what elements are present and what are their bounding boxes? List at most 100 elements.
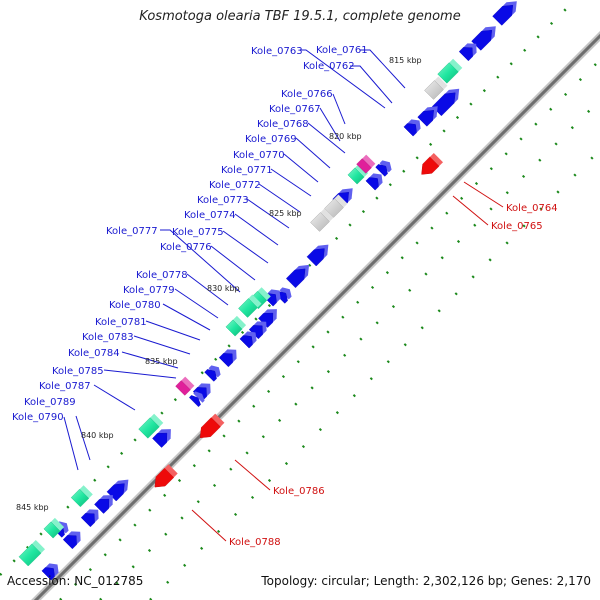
forward-gene-arrow[interactable] xyxy=(94,495,113,514)
forward-gene-arrow[interactable] xyxy=(365,173,383,191)
misc-feature-mark[interactable] xyxy=(175,376,195,396)
gene-label-kole-0763[interactable]: Kole_0763 xyxy=(251,46,303,57)
gene-label-kole-0786[interactable]: Kole_0786 xyxy=(273,486,325,497)
leader-kole-0787 xyxy=(93,384,136,411)
leader-kole-0761 xyxy=(360,49,406,89)
forward-gene-arrow[interactable] xyxy=(248,321,267,340)
gene-label-kole-0788[interactable]: Kole_0788 xyxy=(229,537,281,548)
forward-gene-arrow[interactable] xyxy=(62,531,81,550)
forward-gene-arrow[interactable] xyxy=(238,294,262,318)
gene-label-kole-0773[interactable]: Kole_0773 xyxy=(197,195,249,206)
gene-label-kole-0779[interactable]: Kole_0779 xyxy=(123,285,175,296)
leader-kole-0764 xyxy=(463,181,504,208)
leader-kole-0785 xyxy=(103,369,177,379)
gene-label-kole-0781[interactable]: Kole_0781 xyxy=(95,317,147,328)
leader-kole-0783 xyxy=(133,335,191,355)
gc-track-outer xyxy=(59,59,600,600)
forward-gene-arrow[interactable] xyxy=(458,43,477,62)
forward-gene-arrow[interactable] xyxy=(106,479,129,502)
forward-gene-arrow[interactable] xyxy=(80,509,99,528)
gene-label-kole-0780[interactable]: Kole_0780 xyxy=(109,300,161,311)
reverse-gene-arrow[interactable] xyxy=(154,464,178,488)
leader-kole-0770 xyxy=(283,153,319,183)
leader-kole-0773 xyxy=(246,198,290,229)
tick-label: 840 kbp xyxy=(81,431,114,440)
leader-kole-0788 xyxy=(191,509,227,542)
gene-label-kole-0764[interactable]: Kole_0764 xyxy=(506,203,558,214)
gene-label-kole-0765[interactable]: Kole_0765 xyxy=(491,221,543,232)
forward-gene-arrow[interactable] xyxy=(239,331,257,349)
tick-label: 825 kbp xyxy=(269,209,302,218)
gene-label-kole-0787[interactable]: Kole_0787 xyxy=(39,381,91,392)
genome-stats-text: Topology: circular; Length: 2,302,126 bp… xyxy=(261,574,591,588)
forward-gene-arrow[interactable] xyxy=(188,391,205,408)
gene-label-kole-0776[interactable]: Kole_0776 xyxy=(160,242,212,253)
gene-label-kole-0785[interactable]: Kole_0785 xyxy=(52,366,104,377)
forward-gene-arrow[interactable] xyxy=(41,563,59,581)
gene-label-kole-0769[interactable]: Kole_0769 xyxy=(245,134,297,145)
forward-gene-arrow[interactable] xyxy=(471,26,496,51)
gene-label-kole-0784[interactable]: Kole_0784 xyxy=(68,348,120,359)
gene-label-kole-0767[interactable]: Kole_0767 xyxy=(269,104,321,115)
forward-leaders xyxy=(63,49,406,471)
forward-gene-labels: Kole_0761 Kole_0762 Kole_0763 Kole_0766 … xyxy=(12,45,368,423)
gene-label-kole-0775[interactable]: Kole_0775 xyxy=(172,227,224,238)
reverse-gene-arrow[interactable] xyxy=(199,413,225,439)
leader-kole-0780 xyxy=(162,303,211,331)
forward-gene-arrow[interactable] xyxy=(225,315,247,337)
forward-gene-arrow[interactable] xyxy=(403,119,421,137)
forward-gene-arrow[interactable] xyxy=(375,160,392,177)
gene-label-kole-0771[interactable]: Kole_0771 xyxy=(221,165,273,176)
forward-gene-arrow[interactable] xyxy=(43,517,65,539)
gene-label-kole-0783[interactable]: Kole_0783 xyxy=(82,332,134,343)
gene-label-kole-0761[interactable]: Kole_0761 xyxy=(316,45,368,56)
gene-features xyxy=(18,1,517,581)
gene-label-kole-0768[interactable]: Kole_0768 xyxy=(257,119,309,130)
gene-label-kole-0772[interactable]: Kole_0772 xyxy=(209,180,261,191)
leader-kole-0777 xyxy=(160,229,241,293)
forward-gene-arrow[interactable] xyxy=(218,349,237,368)
gene-label-kole-0789[interactable]: Kole_0789 xyxy=(24,397,76,408)
gene-label-kole-0766[interactable]: Kole_0766 xyxy=(281,89,333,100)
genome-backbone-shadow xyxy=(31,31,600,600)
forward-gene-arrow[interactable] xyxy=(417,106,438,127)
gene-label-kole-0790[interactable]: Kole_0790 xyxy=(12,412,64,423)
leader-kole-0786 xyxy=(234,459,271,491)
reverse-gene-arrow[interactable] xyxy=(421,153,443,175)
forward-gene-arrow[interactable] xyxy=(152,429,171,448)
leader-kole-0775 xyxy=(222,230,269,264)
forward-gene-arrow[interactable] xyxy=(347,163,369,185)
reverse-leaders xyxy=(191,181,504,542)
leader-kole-0781 xyxy=(145,320,201,341)
forward-gene-arrow[interactable] xyxy=(285,264,310,289)
forward-gene-arrow[interactable] xyxy=(258,309,277,328)
gene-label-kole-0770[interactable]: Kole_0770 xyxy=(233,150,285,161)
forward-gene-arrow[interactable] xyxy=(437,58,463,84)
leader-kole-0774 xyxy=(234,213,279,246)
gene-label-kole-0778[interactable]: Kole_0778 xyxy=(136,270,188,281)
forward-gene-arrow[interactable] xyxy=(424,76,448,100)
gene-label-kole-0762[interactable]: Kole_0762 xyxy=(303,61,355,72)
forward-gene-arrow[interactable] xyxy=(306,244,329,267)
reverse-gene-labels: Kole_0764 Kole_0765 Kole_0786 Kole_0788 xyxy=(229,203,558,548)
leader-kole-0766 xyxy=(332,93,346,125)
forward-gene-arrow[interactable] xyxy=(70,485,93,508)
leader-kole-0765 xyxy=(452,195,489,226)
map-title: Kosmotoga olearia TBF 19.5.1, complete g… xyxy=(139,9,461,24)
forward-gene-arrow[interactable] xyxy=(18,540,45,567)
leader-kole-0778 xyxy=(186,273,229,306)
gene-label-kole-0774[interactable]: Kole_0774 xyxy=(184,210,236,221)
forward-gene-arrow[interactable] xyxy=(138,413,164,439)
gene-label-kole-0777[interactable]: Kole_0777 xyxy=(106,226,158,237)
forward-gene-arrow[interactable] xyxy=(492,1,517,26)
leader-kole-0767 xyxy=(319,107,341,142)
leader-kole-0763 xyxy=(300,49,386,109)
leader-kole-0762 xyxy=(350,65,393,104)
forward-gene-arrow[interactable] xyxy=(204,365,221,382)
tick-label: 830 kbp xyxy=(207,284,240,293)
leader-kole-0784 xyxy=(121,351,179,369)
forward-gene-arrow[interactable] xyxy=(310,208,334,232)
forward-gene-arrow[interactable] xyxy=(324,194,348,218)
leader-kole-0768 xyxy=(307,122,346,154)
misc-feature-mark[interactable] xyxy=(356,154,376,174)
